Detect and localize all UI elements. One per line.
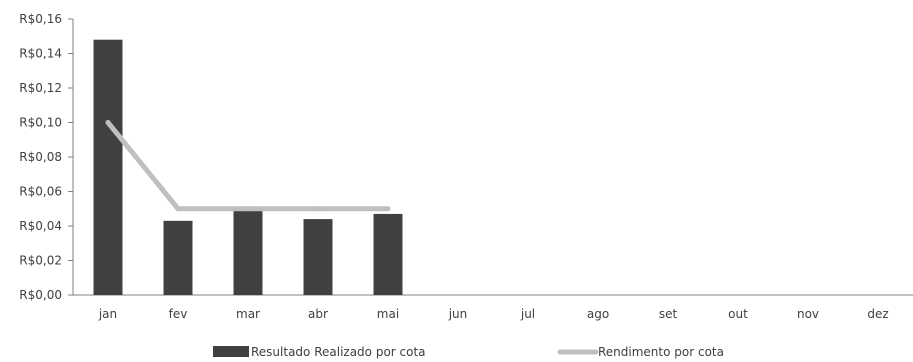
- bar-series: [93, 39, 403, 296]
- x-tick-label: jan: [98, 307, 117, 321]
- y-tick-label: R$0,16: [19, 12, 62, 26]
- line-point: [105, 120, 111, 125]
- bar: [373, 213, 403, 295]
- y-tick-label: R$0,10: [19, 116, 62, 130]
- y-axis: R$0,00 R$0,02 R$0,04 R$0,06 R$0,08 R$0,10 R$0,…: [19, 12, 74, 302]
- line-point: [245, 206, 251, 212]
- y-tick-label: R$0,12: [19, 81, 62, 95]
- bar: [163, 220, 193, 295]
- legend: Resultado Realizado por cota Rendimento p…: [213, 345, 724, 359]
- x-tick-label: set: [659, 307, 678, 321]
- line-point: [315, 206, 321, 212]
- y-tick-label: R$0,08: [19, 150, 62, 164]
- bar: [233, 210, 263, 295]
- y-tick-label: R$0,00: [19, 288, 62, 302]
- x-tick-label: mar: [236, 307, 260, 321]
- x-tick-label: dez: [867, 307, 888, 321]
- bar: [303, 219, 333, 295]
- bar: [93, 39, 123, 296]
- legend-label-line: Rendimento por cota: [598, 345, 724, 359]
- line-series-path: [105, 120, 391, 212]
- line-point: [385, 206, 391, 212]
- x-axis: jan fev mar abr mai jun jul ago set out nov dez: [73, 294, 913, 321]
- line-point: [175, 206, 181, 212]
- legend-label-bar: Resultado Realizado por cota: [251, 345, 426, 359]
- y-tick-label: R$0,14: [19, 47, 62, 61]
- x-tick-label: nov: [797, 307, 819, 321]
- x-tick-label: out: [728, 307, 748, 321]
- x-tick-label: fev: [169, 307, 188, 321]
- x-tick-label: mai: [377, 307, 399, 321]
- x-tick-label: ago: [587, 307, 609, 321]
- x-tick-label: jun: [448, 307, 468, 321]
- x-tick-label: abr: [308, 307, 328, 321]
- y-tick-label: R$0,02: [19, 254, 62, 268]
- y-tick-label: R$0,04: [19, 219, 62, 233]
- line-series: [105, 120, 391, 212]
- x-tick-label: jul: [520, 307, 535, 321]
- y-tick-label: R$0,06: [19, 185, 62, 199]
- legend-swatch-bar: [213, 346, 249, 357]
